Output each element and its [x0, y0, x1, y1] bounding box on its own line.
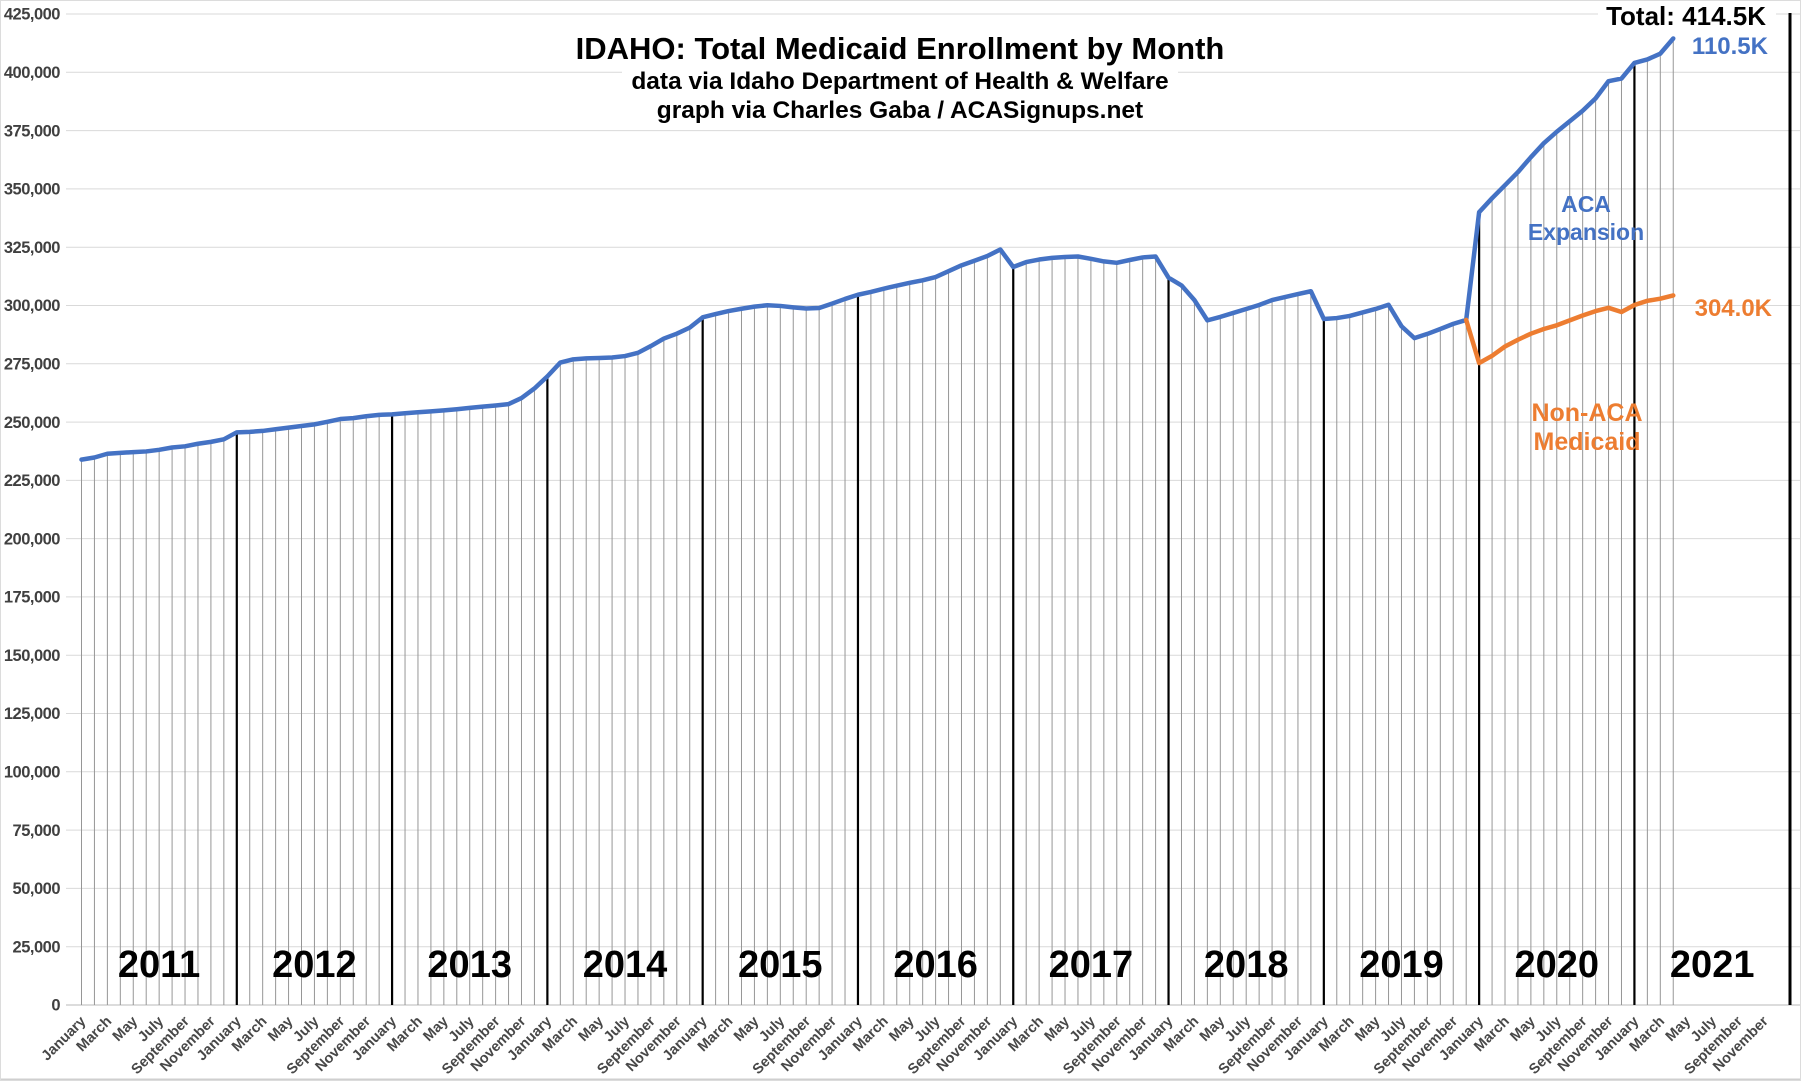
svg-text:175,000: 175,000 — [4, 589, 60, 607]
svg-text:2019: 2019 — [1359, 944, 1444, 986]
svg-text:75,000: 75,000 — [13, 822, 61, 840]
svg-text:Non-ACA: Non-ACA — [1531, 399, 1642, 427]
svg-text:2020: 2020 — [1515, 944, 1600, 986]
svg-text:375,000: 375,000 — [4, 122, 60, 140]
svg-text:200,000: 200,000 — [4, 530, 60, 548]
svg-text:2017: 2017 — [1049, 944, 1134, 986]
svg-text:250,000: 250,000 — [4, 414, 60, 432]
svg-text:2013: 2013 — [427, 944, 512, 986]
svg-text:110.5K: 110.5K — [1692, 33, 1769, 60]
svg-text:150,000: 150,000 — [4, 647, 60, 665]
svg-text:275,000: 275,000 — [4, 356, 60, 374]
svg-text:graph via Charles Gaba / ACASi: graph via Charles Gaba / ACASignups.net — [657, 97, 1143, 124]
svg-text:425,000: 425,000 — [4, 6, 60, 24]
svg-text:2011: 2011 — [118, 944, 200, 986]
svg-text:2014: 2014 — [583, 944, 668, 986]
svg-text:2016: 2016 — [893, 944, 978, 986]
svg-text:225,000: 225,000 — [4, 472, 60, 490]
svg-text:Medicaid: Medicaid — [1534, 428, 1641, 456]
svg-text:Expansion: Expansion — [1528, 219, 1644, 245]
svg-text:300,000: 300,000 — [4, 297, 60, 315]
svg-text:400,000: 400,000 — [4, 64, 60, 82]
svg-text:IDAHO: Total Medicaid Enrollme: IDAHO: Total Medicaid Enrollment by Mont… — [576, 31, 1225, 66]
svg-text:data via Idaho Department of H: data via Idaho Department of Health & We… — [631, 68, 1168, 95]
svg-text:2021: 2021 — [1670, 944, 1755, 986]
svg-text:325,000: 325,000 — [4, 239, 60, 257]
svg-text:2018: 2018 — [1204, 944, 1289, 986]
svg-text:125,000: 125,000 — [4, 705, 60, 723]
svg-text:2012: 2012 — [272, 944, 357, 986]
svg-text:2015: 2015 — [738, 944, 823, 986]
svg-text:304.0K: 304.0K — [1695, 295, 1773, 322]
svg-text:Total: 414.5K: Total: 414.5K — [1606, 1, 1766, 31]
svg-text:25,000: 25,000 — [13, 938, 61, 956]
svg-text:350,000: 350,000 — [4, 181, 60, 199]
svg-text:0: 0 — [51, 997, 60, 1015]
svg-text:100,000: 100,000 — [4, 764, 60, 782]
svg-text:ACA: ACA — [1561, 191, 1611, 217]
svg-text:50,000: 50,000 — [13, 880, 61, 898]
